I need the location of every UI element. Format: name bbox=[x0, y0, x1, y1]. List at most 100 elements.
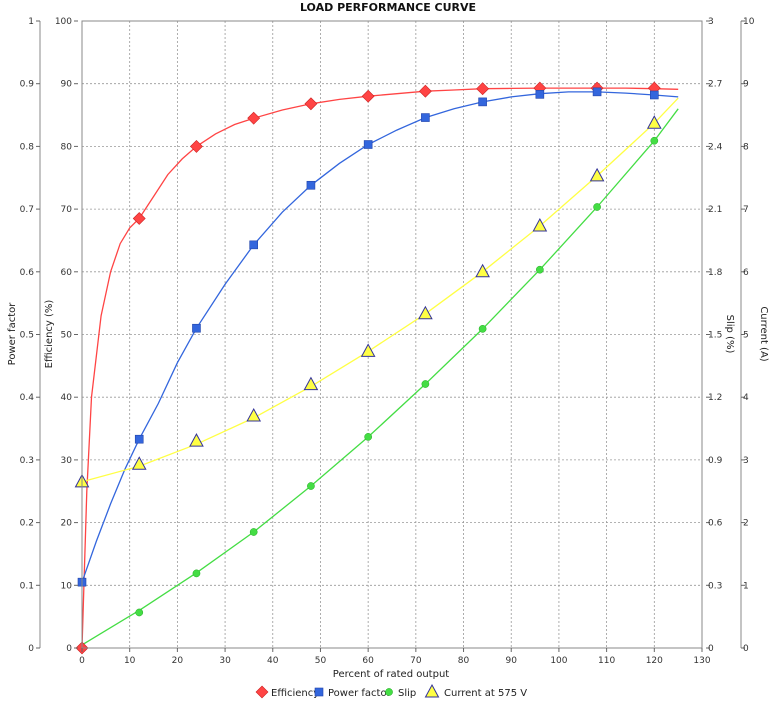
series-3-marker bbox=[532, 217, 548, 232]
legend-marker-1 bbox=[314, 687, 324, 697]
series-2-marker bbox=[535, 265, 544, 274]
slip-tick-label: 0.3 bbox=[708, 581, 722, 591]
series-curve-2 bbox=[81, 108, 679, 646]
series-1-marker bbox=[478, 97, 487, 107]
x-tick-label: 120 bbox=[646, 656, 663, 666]
legend-marker-3 bbox=[424, 683, 440, 698]
current-tick-label: 6 bbox=[743, 268, 749, 278]
series-0-marker bbox=[190, 139, 203, 153]
power-factor-axis-label: Power factor bbox=[7, 302, 18, 366]
slip-tick-label: 1.5 bbox=[708, 331, 722, 341]
slip-tick-label: 2.1 bbox=[708, 205, 722, 215]
series-3-marker bbox=[475, 263, 490, 278]
series-2-marker bbox=[364, 433, 373, 441]
series-2-marker bbox=[192, 569, 201, 578]
series-0-marker bbox=[418, 84, 432, 98]
power-factor-tick-label: 0.5 bbox=[20, 331, 34, 341]
series-0-marker bbox=[476, 82, 490, 96]
power-factor-tick-label: 0.2 bbox=[20, 519, 34, 529]
x-tick-label: 30 bbox=[219, 656, 231, 666]
series-2-marker bbox=[249, 528, 258, 536]
current-tick-label: 3 bbox=[743, 456, 749, 466]
current-tick-label: 4 bbox=[743, 393, 749, 403]
series-1-marker bbox=[134, 434, 144, 444]
slip-tick-label: 0.9 bbox=[708, 456, 723, 466]
series-2-marker bbox=[593, 203, 601, 211]
efficiency-tick-label: 40 bbox=[61, 393, 73, 403]
current-tick-label: 5 bbox=[743, 331, 749, 341]
series-2-marker bbox=[478, 325, 487, 333]
x-axis-ticks: 0 10 20 30 40 50 60 70 80 90 100 110 120 130 bbox=[79, 648, 711, 666]
power-factor-tick-label: 0.3 bbox=[20, 456, 34, 466]
slip-tick-label: 0.6 bbox=[708, 519, 723, 529]
current-tick-label: 8 bbox=[743, 142, 749, 152]
current-tick-label: 7 bbox=[743, 205, 749, 215]
series-curves bbox=[81, 87, 679, 649]
series-curve-3 bbox=[81, 97, 679, 483]
plot-frame bbox=[81, 20, 703, 649]
x-tick-label: 60 bbox=[362, 656, 374, 666]
slip-tick-label: 2.4 bbox=[708, 142, 723, 152]
series-0-marker bbox=[247, 111, 261, 125]
legend: Efficiency Power factor Slip Current at 575… bbox=[255, 683, 527, 699]
series-3-marker bbox=[360, 343, 376, 357]
legend-label-1: Power factor bbox=[328, 688, 392, 699]
x-tick-label: 110 bbox=[598, 656, 615, 666]
current-tick-label: 1 bbox=[743, 581, 749, 591]
x-tick-label: 130 bbox=[693, 656, 710, 666]
slip-tick-label: 2.7 bbox=[708, 80, 722, 90]
chart-title: LOAD PERFORMANCE CURVE bbox=[300, 1, 476, 14]
current-tick-label: 2 bbox=[743, 519, 749, 529]
current-tick-label: 9 bbox=[743, 80, 749, 90]
legend-label-2: Slip bbox=[398, 688, 416, 699]
current-tick-label: 0 bbox=[743, 644, 749, 654]
slip-tick-label: 1.8 bbox=[708, 268, 723, 278]
series-1-marker bbox=[535, 90, 545, 99]
power-factor-tick-label: 0.9 bbox=[20, 80, 35, 90]
slip-tick-label: 3 bbox=[708, 17, 714, 27]
power-factor-tick-label: 0 bbox=[28, 644, 34, 654]
power-factor-tick-label: 0.6 bbox=[20, 268, 35, 278]
x-tick-label: 90 bbox=[506, 656, 518, 666]
power-factor-tick-label: 1 bbox=[28, 17, 34, 27]
series-2-marker bbox=[650, 136, 659, 145]
series-3-marker bbox=[131, 456, 147, 470]
series-0-marker bbox=[361, 89, 375, 103]
current-axis-label: Current (A) bbox=[758, 306, 769, 361]
series-0-marker bbox=[132, 212, 146, 225]
series-1-marker bbox=[592, 87, 602, 97]
series-markers bbox=[74, 81, 662, 655]
x-tick-label: 100 bbox=[550, 656, 567, 666]
x-tick-label: 40 bbox=[267, 656, 279, 666]
legend-label-3: Current at 575 V bbox=[444, 688, 527, 699]
series-2-marker bbox=[307, 482, 315, 490]
efficiency-tick-label: 70 bbox=[61, 205, 73, 215]
series-1-marker bbox=[306, 180, 316, 190]
series-1-marker bbox=[421, 113, 430, 122]
legend-marker-2 bbox=[385, 688, 393, 696]
efficiency-tick-label: 20 bbox=[61, 519, 73, 529]
x-axis-label: Percent of rated output bbox=[333, 669, 450, 680]
x-tick-label: 10 bbox=[124, 656, 136, 666]
efficiency-tick-label: 50 bbox=[61, 331, 73, 341]
series-3-marker bbox=[246, 407, 262, 422]
slip-axis-label: Slip (%) bbox=[724, 315, 735, 354]
x-tick-label: 50 bbox=[315, 656, 327, 666]
series-3-marker bbox=[303, 376, 319, 391]
efficiency-tick-label: 100 bbox=[55, 17, 72, 27]
efficiency-tick-label: 80 bbox=[61, 142, 73, 152]
efficiency-tick-label: 90 bbox=[61, 80, 73, 90]
y-axes: 00.10.20.30.40.50.60.70.80.9101020304050… bbox=[20, 17, 755, 654]
series-3-marker bbox=[418, 305, 433, 320]
x-tick-label: 20 bbox=[172, 656, 184, 666]
x-tick-label: 80 bbox=[458, 656, 470, 666]
series-curve-1 bbox=[81, 91, 679, 583]
series-curve-0 bbox=[81, 87, 679, 649]
efficiency-tick-label: 30 bbox=[61, 456, 73, 466]
slip-tick-label: 0 bbox=[708, 644, 714, 654]
power-factor-tick-label: 0.7 bbox=[20, 205, 34, 215]
series-3-marker bbox=[189, 433, 204, 447]
grid-lines bbox=[82, 21, 702, 648]
legend-label-0: Efficiency bbox=[271, 688, 319, 699]
